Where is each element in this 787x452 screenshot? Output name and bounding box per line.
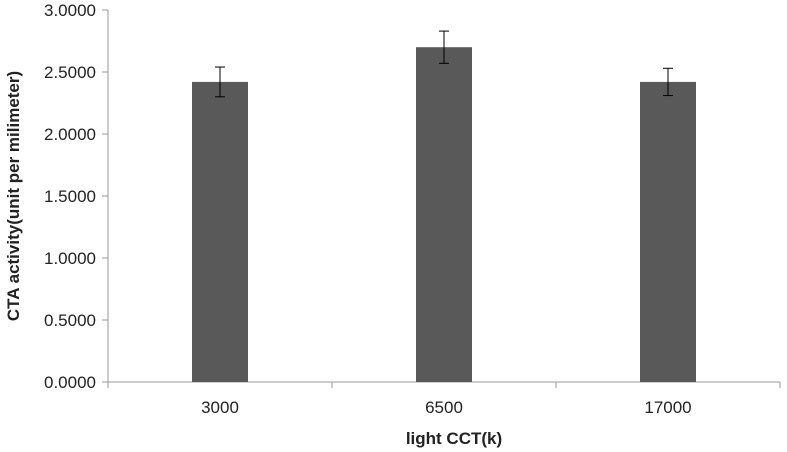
- y-tick-label: 1.0000: [44, 249, 96, 268]
- error-bars: [215, 30, 673, 98]
- bar-6500: [416, 47, 472, 382]
- y-tick-label: 0.0000: [44, 373, 96, 392]
- y-tick-label: 2.5000: [44, 63, 96, 82]
- x-tick-label-3000: 3000: [201, 398, 239, 417]
- x-tick-label-17000: 17000: [644, 398, 691, 417]
- x-axis-title: light CCT(k): [406, 429, 502, 448]
- bars: [192, 47, 696, 383]
- bar-17000: [640, 81, 696, 383]
- x-axis-ticks: 3000 6500 17000: [201, 398, 692, 417]
- y-tick-label: 3.0000: [44, 1, 96, 20]
- y-axis-title: CTA activity(unit per milimeter): [4, 71, 23, 321]
- y-tick-label: 2.0000: [44, 125, 96, 144]
- bar-3000: [192, 81, 248, 383]
- y-axis-ticks: 0.0000 0.5000 1.0000 1.5000 2.0000 2.5000 3.00…: [44, 1, 108, 392]
- x-tick-label-6500: 6500: [425, 398, 463, 417]
- y-tick-label: 1.5000: [44, 187, 96, 206]
- y-tick-label: 0.5000: [44, 311, 96, 330]
